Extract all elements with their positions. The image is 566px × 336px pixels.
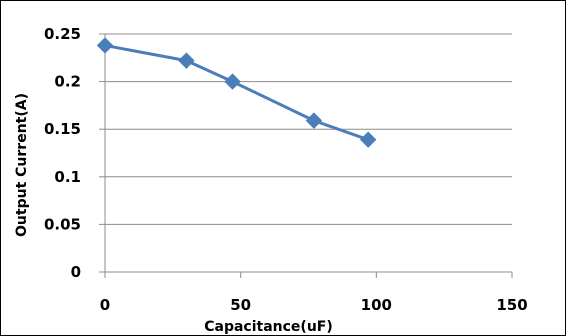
gridlines [105,33,512,225]
y-tick-label: 0.05 [44,215,81,233]
axes [99,33,513,278]
y-tick-label: 0.1 [54,168,81,186]
data-point-marker [359,131,377,148]
y-tick-label: 0 [71,263,81,281]
y-axis-label: Output Current(A) [14,93,30,237]
y-tick-label: 0.15 [44,120,81,138]
y-tick-label: 0.2 [54,73,81,91]
data-point-marker [96,37,114,54]
x-tick-label: 0 [100,296,110,314]
series-line [104,43,369,142]
x-tick-labels: 0 50 100 150 [100,296,528,314]
y-tick-labels: 0 0.05 0.1 0.15 0.2 0.25 [44,25,81,281]
x-tick-label: 50 [230,296,251,314]
x-axis-label: Capacitance(uF) [204,319,333,335]
series-layer [96,37,377,148]
x-tick-label: 100 [361,296,392,314]
data-point-marker [178,52,195,69]
data-point-marker [305,112,323,129]
data-point-marker [224,73,241,90]
y-tick-label: 0.25 [44,25,81,43]
x-tick-label: 150 [496,296,527,314]
